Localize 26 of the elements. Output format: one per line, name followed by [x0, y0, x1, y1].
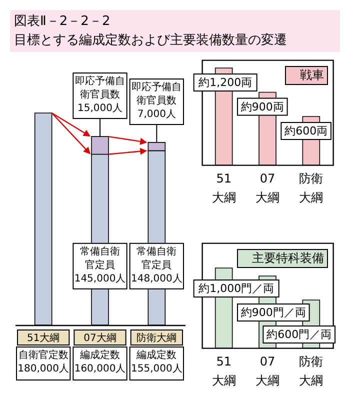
x-tick-label: 07大綱	[84, 332, 116, 344]
total-label: 編成定数155,000人	[130, 349, 182, 374]
data-label: 常備自衛官定員145,000人	[74, 245, 126, 284]
data-label: 即応予備自衛官員数7,000人	[132, 80, 182, 120]
x-tick-label: 防衛大綱	[136, 332, 177, 344]
x-tick-label: 07大綱	[256, 354, 280, 388]
x-tick-label: 防衛大綱	[299, 172, 324, 204]
data-label: 約900両	[240, 100, 284, 114]
data-label: 常備自衛官定員148,000人	[130, 245, 182, 284]
text: 戦車	[300, 68, 324, 82]
series-label: 主要特科装備	[252, 251, 324, 265]
data-label: 即応予備自衛官員数15,000人	[75, 75, 125, 114]
x-tick-label: 51大綱	[26, 332, 60, 344]
chart-subtitle: 目標とする編成定数および主要装備数量の変遷	[14, 32, 288, 50]
total-label: 編成定数160,000人	[74, 349, 126, 374]
data-label: 約600両	[284, 124, 328, 138]
data-label: 約600門／両	[266, 328, 332, 341]
data-label: 約1,200両	[198, 76, 252, 89]
x-tick-label: 防衛大綱	[299, 354, 324, 388]
data-label: 約1,000門／両	[198, 282, 274, 295]
total-label: 自衛官定数180,000人	[18, 349, 70, 374]
x-tick-label: 07大綱	[256, 172, 280, 204]
data-label: 約900門／両	[240, 306, 306, 319]
x-tick-label: 51大綱	[212, 172, 236, 204]
chart-title: 図表Ⅱ－2－2－2	[14, 13, 112, 31]
x-tick-label: 51大綱	[212, 354, 236, 388]
